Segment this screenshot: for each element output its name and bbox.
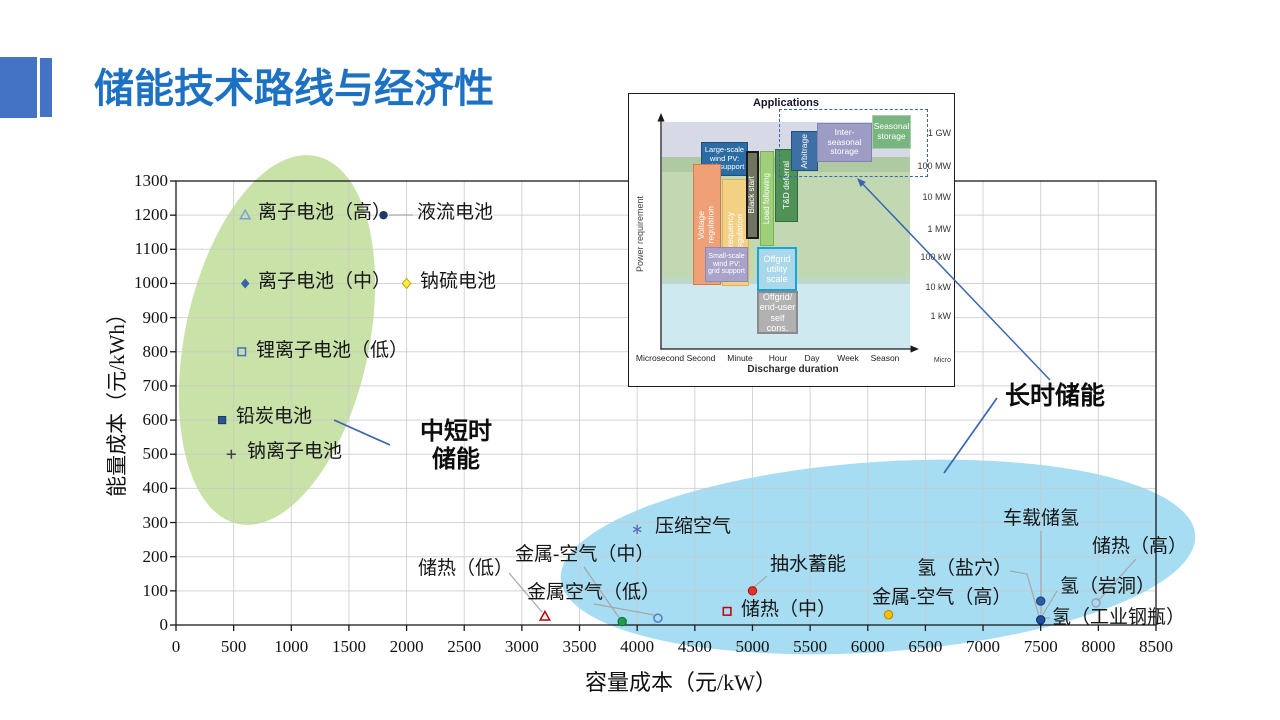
- data-point-marker: [1036, 615, 1046, 625]
- applications-inset-figure: Applications Discharge duration Power re…: [628, 93, 955, 387]
- data-point-marker: [632, 524, 642, 534]
- inset-duration-label: Second: [686, 353, 716, 363]
- inset-power-label: 1 MW: [927, 224, 952, 234]
- data-point-marker: [401, 277, 412, 290]
- inset-duration-label: Microsecond: [635, 353, 685, 363]
- application-box: Small-scale wind PV: grid support: [705, 247, 748, 282]
- application-box: Arbitrage: [791, 131, 818, 171]
- right-arrow-icon: [910, 345, 919, 353]
- inset-duration-label: Hour: [768, 353, 788, 363]
- inset-duration-label: Day: [804, 353, 820, 363]
- inset-power-label: 100 kW: [920, 252, 951, 262]
- title-decoration-square: [0, 57, 37, 118]
- up-arrow-icon: [657, 113, 665, 122]
- annotation-connector: [333, 419, 391, 446]
- data-point-marker: [239, 208, 252, 220]
- data-point-marker: [1091, 597, 1101, 608]
- leader-line: [593, 603, 655, 616]
- axis-ticks: [170, 180, 1157, 631]
- data-point-marker: [538, 609, 552, 621]
- data-point-marker: [1036, 596, 1046, 606]
- data-point-marker: [747, 586, 758, 596]
- inset-title: Applications: [752, 97, 819, 109]
- inset-power-label: 1 GW: [927, 128, 951, 138]
- leader-line: [1097, 558, 1137, 602]
- application-box-label: Inter-seasonal storage: [827, 127, 862, 157]
- data-point-marker: [653, 613, 663, 623]
- application-box-label: Load following: [761, 172, 771, 225]
- inset-duration-label: Minute: [727, 353, 753, 363]
- data-point-marker: [617, 616, 627, 627]
- inset-power-label: 100 MW: [917, 161, 951, 171]
- application-box-label: Offgrid/ end-user self cons.: [759, 292, 796, 333]
- leader-line: [1041, 590, 1058, 617]
- data-point-marker: [883, 610, 894, 620]
- application-box: Load following: [760, 151, 774, 246]
- application-box: Inter-seasonal storage: [817, 123, 872, 162]
- inset-power-label: 10 kW: [925, 282, 951, 292]
- annotation-connector: [943, 397, 998, 474]
- inset-duration-label: Week: [837, 353, 859, 363]
- application-box: Offgrid utility scale: [757, 247, 797, 291]
- application-box: Seasonal storage: [872, 115, 911, 149]
- application-box-label: Seasonal storage: [873, 121, 910, 141]
- data-point-marker: [237, 347, 247, 357]
- inset-x-axis-title: Discharge duration: [747, 364, 839, 375]
- leader-line: [1009, 570, 1040, 617]
- application-box-label: Black start: [747, 176, 757, 214]
- slide-title: 储能技术路线与经济性: [94, 66, 494, 111]
- leader-line: [753, 575, 768, 588]
- data-point-marker: [226, 449, 236, 459]
- data-point-marker: [379, 210, 388, 220]
- leader-line: [583, 566, 621, 620]
- inset-power-label: 1 kW: [930, 311, 951, 321]
- application-box-label: Small-scale wind PV: grid support: [708, 252, 745, 276]
- data-point-marker: [722, 606, 732, 616]
- long-duration-dashed-box: [779, 109, 928, 177]
- application-box: Offgrid/ end-user self cons.: [757, 291, 798, 334]
- leader-line: [508, 572, 543, 613]
- data-point-marker: [218, 415, 227, 425]
- application-box-label: Offgrid utility scale: [763, 253, 791, 285]
- data-point-marker: [240, 278, 250, 289]
- application-box: Black start: [746, 151, 759, 239]
- inset-power-label: 10 MW: [922, 192, 951, 202]
- application-box-label: Voltage regulation: [696, 205, 716, 244]
- region-ellipse: [178, 155, 376, 525]
- title-decoration-bar: [40, 58, 52, 117]
